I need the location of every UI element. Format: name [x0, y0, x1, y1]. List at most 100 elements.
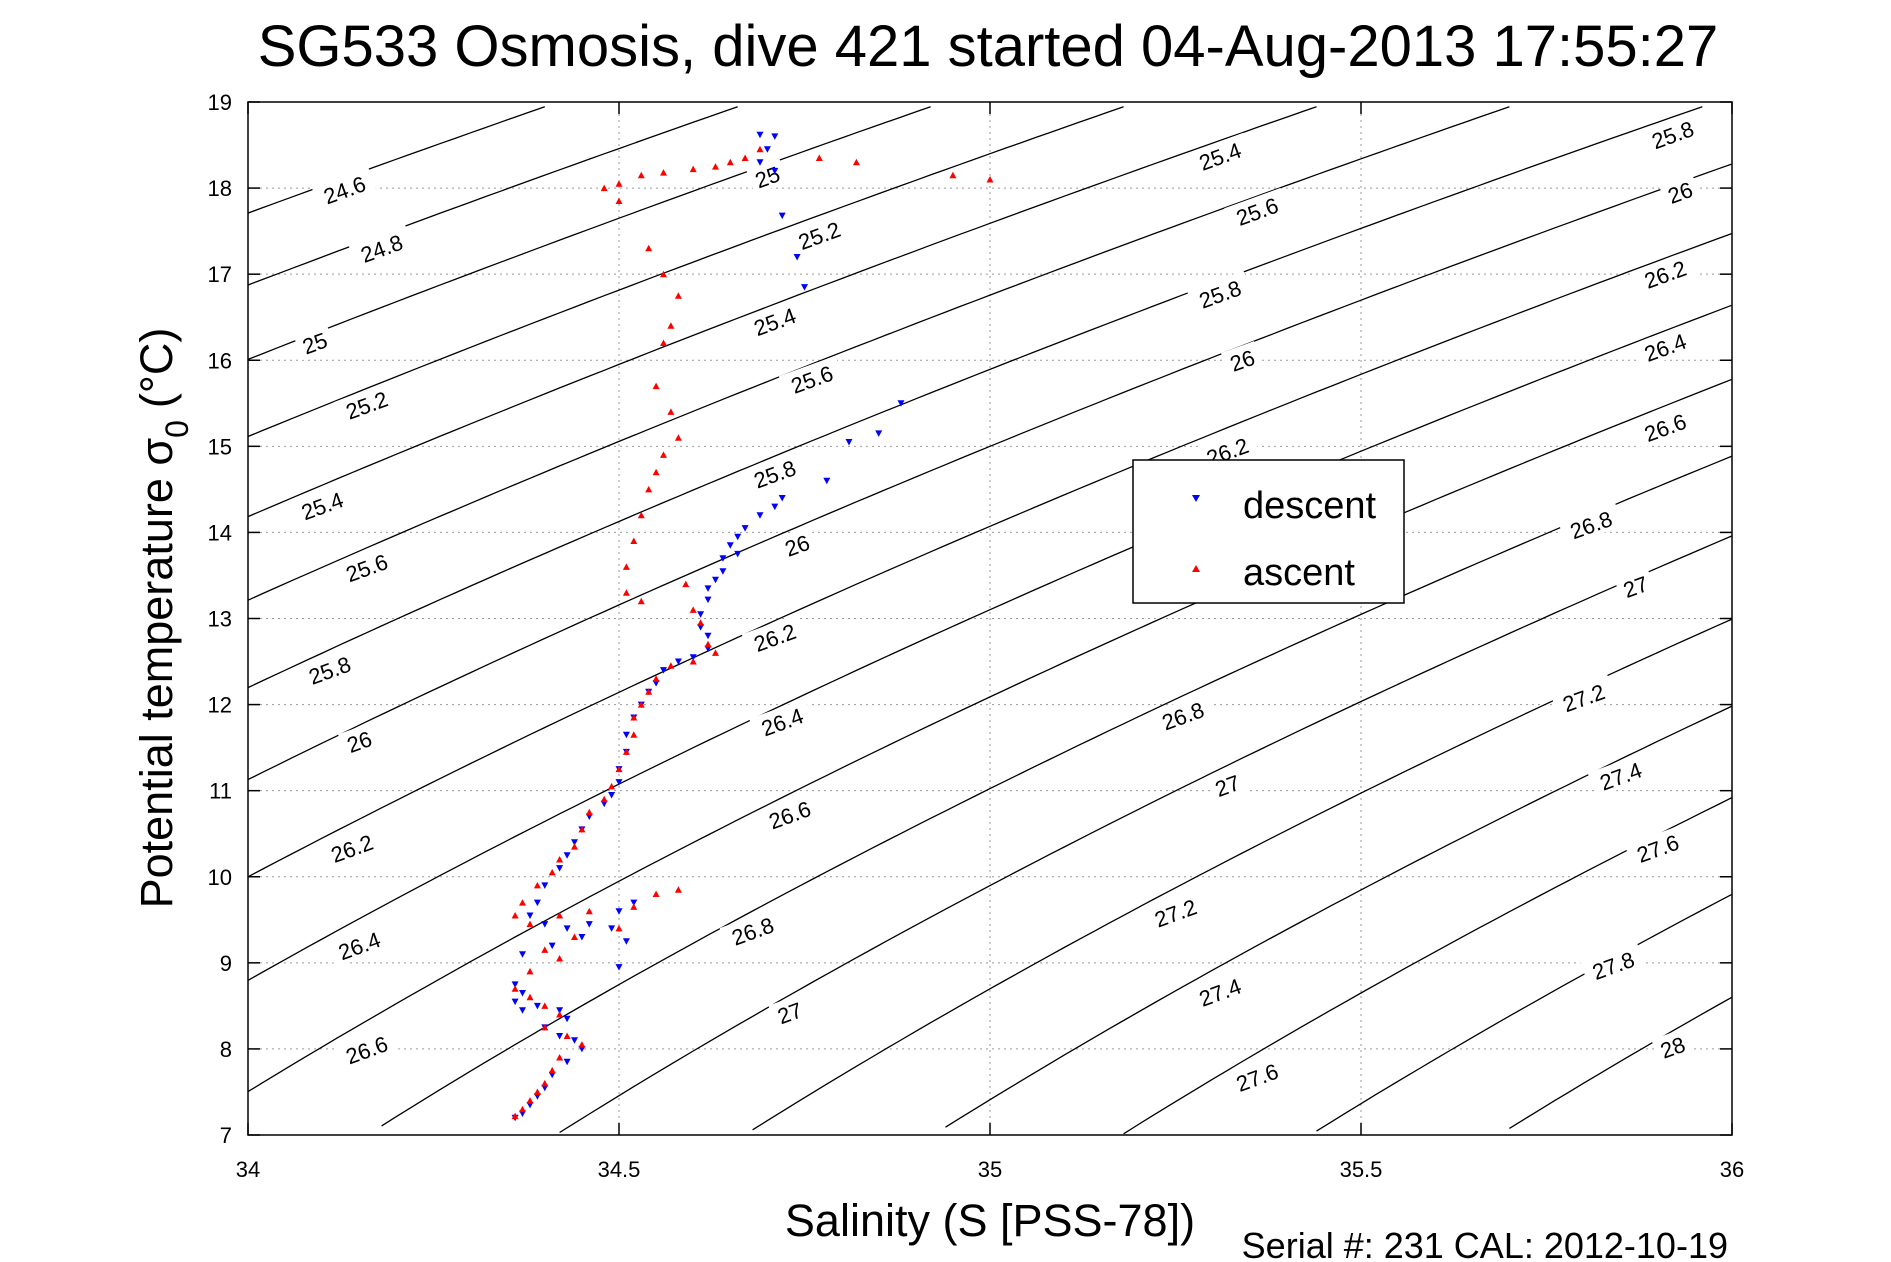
descent-point	[763, 146, 771, 153]
ascent-point	[622, 563, 630, 570]
contour-label-bg	[1632, 403, 1698, 449]
ascent-point	[541, 1002, 549, 1009]
ascent-point	[645, 688, 653, 695]
ascent-point	[697, 619, 705, 626]
ascent-point	[652, 468, 660, 476]
x-tick-label: 34.5	[598, 1157, 641, 1182]
descent-point	[571, 839, 578, 846]
ascent-point	[615, 197, 623, 204]
contour-label-bg	[333, 1026, 399, 1072]
descent-point	[897, 400, 905, 407]
density-contour-line	[247, 304, 1733, 981]
x-tick-label: 35.5	[1340, 1157, 1383, 1182]
contour-label: 27	[768, 993, 811, 1031]
contour-label-bg	[293, 323, 336, 361]
ascent-point	[652, 382, 660, 390]
descent-point	[615, 908, 623, 915]
ascent-point	[652, 890, 660, 897]
ascent-point	[712, 649, 719, 656]
contour-label: 26	[1221, 341, 1263, 378]
ascent-point	[541, 1079, 549, 1087]
ascent-point	[511, 1112, 519, 1120]
ascent-point	[660, 339, 667, 346]
y-tick-label: 14	[208, 520, 232, 545]
contour-label-bg	[1632, 250, 1698, 296]
legend: descent ascent	[1132, 459, 1405, 604]
contour-label-bg	[746, 157, 788, 195]
contour-label: 27.4	[1187, 968, 1253, 1014]
ascent-point	[660, 451, 667, 458]
contour-label-bg	[1580, 941, 1646, 987]
legend-descent-label: descent	[1243, 485, 1377, 527]
ascent-point	[674, 886, 682, 893]
y-tick-label: 18	[208, 176, 232, 201]
contour-label-bg	[338, 722, 380, 759]
contour-label-bg	[1187, 968, 1253, 1014]
descent-point	[578, 934, 586, 941]
ascent-point	[674, 434, 682, 441]
ascent-point	[645, 485, 653, 493]
descent-point	[541, 921, 549, 928]
density-contour-line	[247, 106, 738, 286]
descent-point	[519, 951, 526, 958]
descent-point	[519, 1007, 526, 1014]
density-contour-line	[247, 106, 1703, 689]
ascent-point	[756, 145, 764, 153]
descent-point	[622, 938, 630, 945]
contour-label-bg	[1558, 501, 1624, 547]
ascent-point	[526, 920, 534, 928]
descent-point	[526, 912, 534, 919]
ascent-point	[600, 795, 608, 803]
ascent-point	[578, 825, 586, 833]
ascent-point	[667, 662, 675, 669]
descent-point	[533, 899, 541, 907]
ascent-point	[674, 292, 682, 299]
contour-label-bg	[1624, 824, 1691, 870]
y-axis-label-sub: 0	[159, 420, 195, 438]
contour-label-bg	[333, 544, 399, 590]
descent-point	[548, 942, 556, 950]
descent-point	[585, 921, 593, 928]
descent-point	[660, 667, 667, 674]
descent-point	[712, 576, 719, 584]
contour-label-bg	[311, 166, 377, 212]
ascent-point	[563, 1032, 571, 1039]
ascent-point	[704, 640, 712, 648]
density-contour-line	[247, 378, 1733, 1093]
ascent-point	[511, 912, 519, 919]
ascent-point	[571, 843, 578, 850]
y-tick-label: 13	[208, 607, 232, 632]
ascent-point	[519, 1105, 526, 1113]
ascent-point	[667, 322, 675, 329]
ascent-point	[667, 408, 675, 415]
descent-point	[674, 658, 682, 665]
descent-point	[704, 632, 712, 640]
ascent-point	[548, 868, 556, 876]
contour-label-bg	[1224, 187, 1290, 233]
density-contour-line	[247, 106, 546, 214]
descent-point	[697, 611, 705, 618]
descent-point	[563, 925, 571, 932]
footer-serial-cal: Serial #: 231 CAL: 2012-10-19	[1242, 1225, 1728, 1262]
y-axis-label: Potential temperature σ0 (°C)	[131, 328, 195, 909]
contour-label: 27	[1614, 567, 1657, 604]
ascent-points	[511, 145, 994, 1120]
ascent-point	[682, 580, 690, 588]
descent-point	[801, 284, 808, 291]
ascent-point	[637, 171, 645, 179]
contour-label-bg	[1187, 132, 1253, 178]
descent-point	[726, 542, 734, 549]
ascent-point	[526, 993, 534, 1001]
contour-label: 25	[746, 157, 788, 195]
y-tick-label: 11	[209, 779, 232, 804]
contour-label-bg	[326, 922, 392, 968]
legend-box	[1132, 459, 1405, 604]
ascent-point	[630, 731, 638, 738]
ascent-point	[622, 748, 630, 755]
descent-point	[563, 1015, 571, 1023]
descent-point	[771, 167, 779, 175]
legend-ascent-marker	[1192, 565, 1200, 572]
ascent-point	[533, 1088, 541, 1095]
density-contour-line	[247, 106, 1510, 601]
descent-point	[571, 1037, 578, 1044]
